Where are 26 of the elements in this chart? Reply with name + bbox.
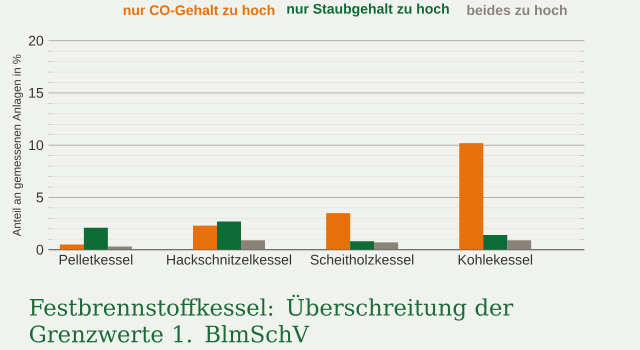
bar [459,143,484,250]
bar [60,244,84,250]
text: Festbrennstoffkessel: Überschreitung der Grenzwerte 1. BlmSchV [30,294,514,343]
y-tick-label: 15 [29,88,44,98]
text: nur Staubgehalt zu hoch [287,3,449,17]
bar [483,235,508,250]
bar [108,246,132,250]
y-axis-title: Anteil an gemessenen Anlagen in % [12,54,24,236]
y-tick-label: 10 [29,140,44,150]
y-tick-label: 5 [36,192,44,202]
bar [507,240,532,250]
bar [84,228,108,250]
bar [192,226,217,250]
bar [240,240,265,250]
bar [326,213,350,250]
y-tick-label: 20 [28,36,44,46]
y-tick-label: 0 [36,244,44,255]
x-tick-label: Hackschnitzelkessel [167,254,292,265]
bar [350,241,374,250]
x-tick-label: Scheitholzkessel [310,254,414,265]
x-tick-label: Kohlekessel [458,254,532,265]
text: nur CO-Gehalt zu hoch [124,4,274,16]
text: beides zu hoch [467,4,567,16]
bar [374,242,398,250]
bar [216,221,241,250]
x-tick-label: Pelletkessel [60,254,132,265]
